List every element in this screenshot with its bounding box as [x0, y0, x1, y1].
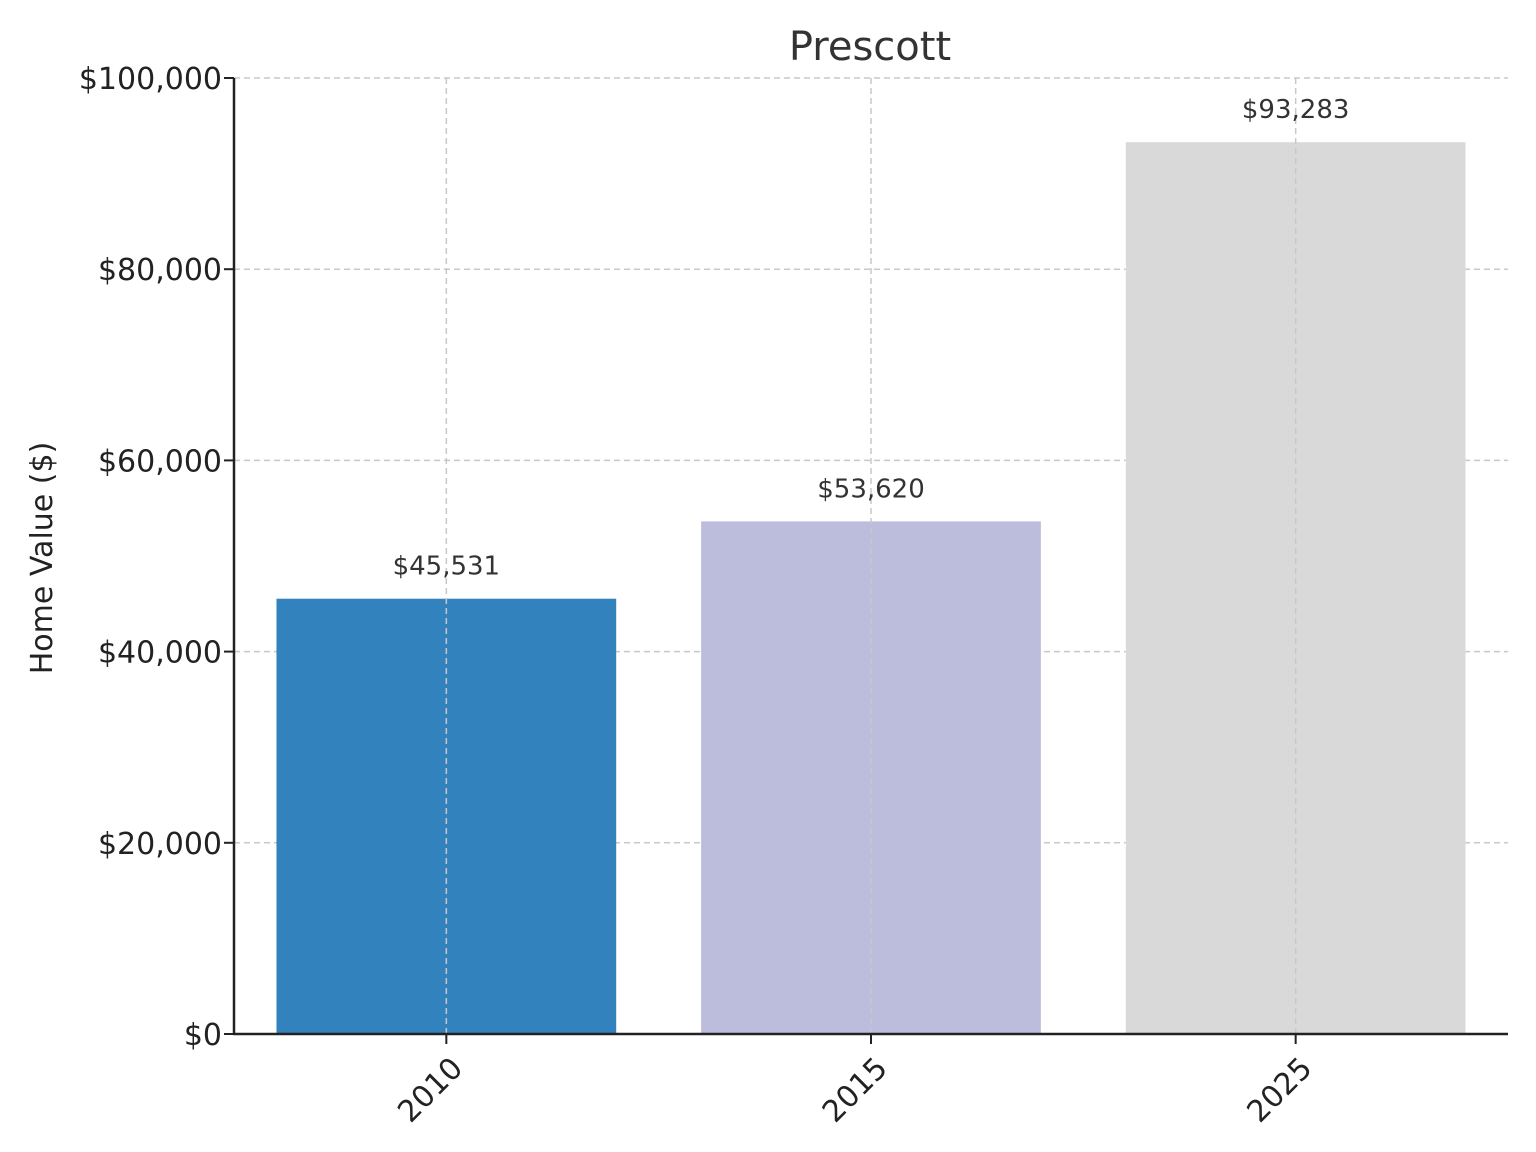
chart-title: Prescott — [789, 24, 951, 70]
y-tick-label: $20,000 — [98, 827, 222, 862]
y-tick-label: $80,000 — [98, 253, 222, 288]
bar-value-label: $53,620 — [817, 474, 925, 504]
y-tick-label: $100,000 — [79, 62, 222, 97]
bar-value-label: $45,531 — [393, 552, 501, 582]
overlay-layer: $45,531 $53,620 $93,283 — [393, 78, 1350, 1034]
y-tick-label: $40,000 — [98, 636, 222, 671]
axis-layer: $0 $20,000 $40,000 $60,000 $80,000 $100,000 20… — [79, 62, 1508, 1130]
y-tick-label: $0 — [184, 1018, 222, 1053]
y-axis-label: Home Value ($) — [25, 442, 60, 675]
bar-value-label: $93,283 — [1242, 95, 1350, 125]
y-tick-label: $60,000 — [98, 444, 222, 479]
x-tick-label: 2015 — [816, 1051, 895, 1130]
x-tick-label: 2010 — [391, 1051, 470, 1130]
x-tick-label: 2025 — [1241, 1051, 1320, 1130]
